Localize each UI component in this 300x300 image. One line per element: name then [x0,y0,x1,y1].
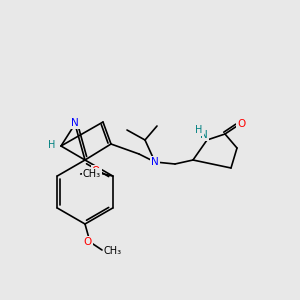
Text: O: O [92,166,100,176]
Text: O: O [84,237,92,247]
Text: N: N [200,130,208,140]
Text: CH₃: CH₃ [83,169,101,179]
Text: O: O [237,119,245,129]
Text: N: N [71,118,79,128]
Text: N: N [50,141,58,151]
Text: N: N [151,157,159,167]
Text: H: H [48,140,56,150]
Text: CH₃: CH₃ [104,246,122,256]
Text: H: H [195,125,203,135]
